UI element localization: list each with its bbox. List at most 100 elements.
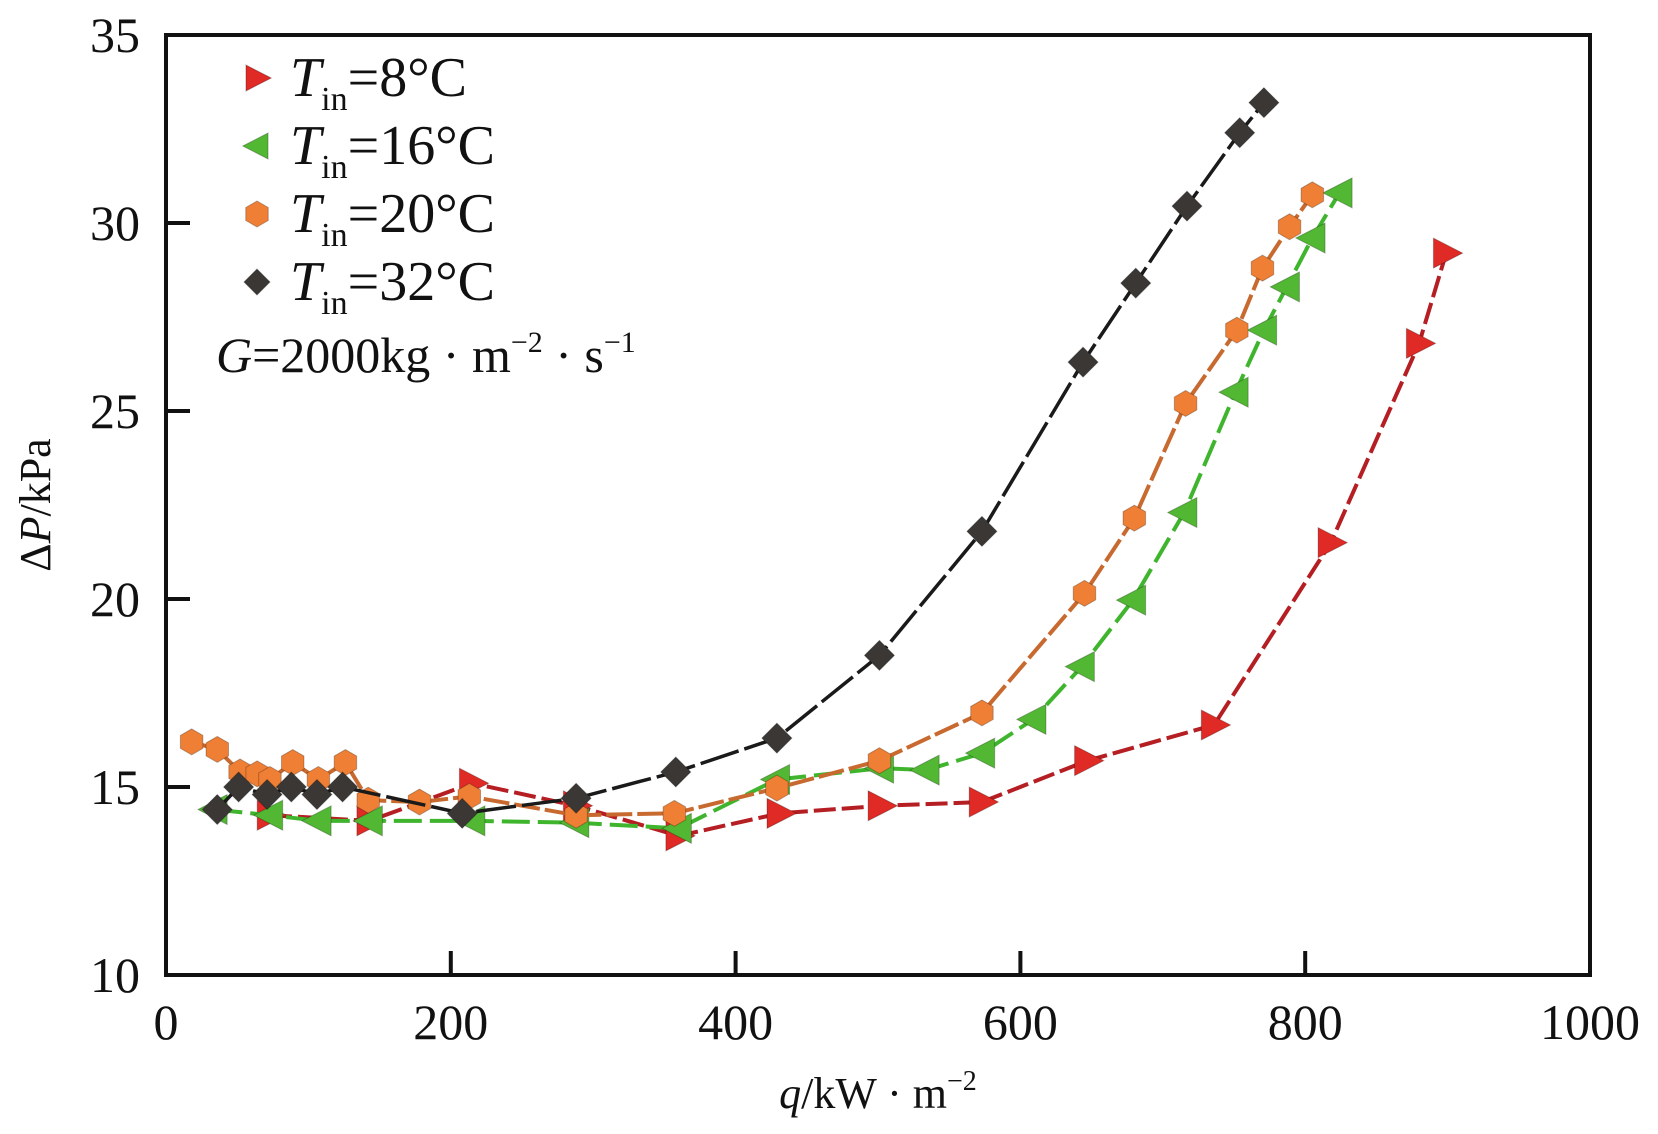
- legend-label-var: T: [290, 47, 325, 109]
- data-point: [1321, 177, 1353, 209]
- data-point: [205, 735, 230, 763]
- data-point: [326, 771, 359, 803]
- data-point: [1300, 181, 1325, 209]
- data-point: [179, 728, 204, 756]
- data-point: [280, 748, 305, 777]
- legend-label: Tin=8°C: [290, 47, 467, 118]
- data-point: [1317, 526, 1349, 559]
- data-point: [300, 805, 332, 837]
- data-point: [766, 797, 798, 830]
- legend-marker-icon: [245, 64, 273, 92]
- y-tick-label: 25: [90, 383, 140, 439]
- y-axis-label-prefix: Δ: [11, 543, 60, 571]
- legend-label-sub: in: [321, 285, 347, 322]
- data-point: [966, 515, 998, 548]
- legend-item: Tin=16°C: [241, 115, 495, 186]
- annotation-sup1: −2: [511, 326, 543, 359]
- mass-flux-annotation: G=2000kg · m−2 · s−1: [216, 326, 636, 383]
- data-point: [1248, 86, 1280, 119]
- annotation-sup2: −1: [604, 326, 636, 359]
- data-point: [908, 754, 940, 786]
- data-point: [970, 699, 994, 727]
- legend-label-sub: in: [321, 149, 347, 186]
- data-point: [1064, 650, 1095, 683]
- data-point: [564, 801, 588, 829]
- annotation-var: G: [216, 327, 252, 383]
- data-point: [275, 771, 308, 803]
- y-axis-label: ΔP/kPa: [11, 438, 60, 571]
- x-axis-label-var: q: [779, 1069, 801, 1118]
- data-point: [1432, 237, 1464, 269]
- y-tick-label: 30: [90, 195, 140, 251]
- x-tick-label: 0: [154, 994, 179, 1050]
- data-point: [1067, 346, 1099, 378]
- legend-label-value: =32°C: [348, 251, 495, 313]
- data-point: [446, 797, 478, 830]
- data-point: [1225, 316, 1249, 344]
- annotation-mid: · s: [543, 327, 604, 383]
- data-point: [301, 778, 333, 811]
- x-axis-label-sup: −2: [947, 1066, 977, 1097]
- data-point: [662, 799, 687, 827]
- data-point: [964, 737, 996, 769]
- data-point: [1200, 709, 1232, 741]
- data-point: [560, 782, 592, 814]
- data-point: [761, 722, 793, 754]
- legend-label-value: =8°C: [348, 47, 467, 109]
- series-tin-32-c: [201, 86, 1280, 830]
- data-point: [1217, 376, 1249, 409]
- plot-frame: [164, 33, 1592, 977]
- legend-label-sub: in: [321, 81, 347, 118]
- x-axis-label-unit: /kW · m: [801, 1069, 947, 1118]
- data-point: [765, 774, 789, 802]
- legend-item: Tin=32°C: [243, 251, 495, 322]
- data-point: [333, 748, 358, 777]
- y-tick-label: 20: [90, 571, 140, 627]
- data-point: [1072, 579, 1097, 607]
- x-tick-label: 600: [983, 994, 1058, 1050]
- data-point: [1294, 222, 1326, 254]
- data-point: [407, 788, 432, 816]
- x-tick-label: 1000: [1540, 994, 1640, 1050]
- legend-marker-icon: [245, 200, 269, 228]
- x-tick-label: 800: [1268, 994, 1343, 1050]
- data-point: [1173, 389, 1198, 418]
- data-point: [1171, 190, 1203, 222]
- y-axis-label-var: P: [11, 517, 60, 545]
- data-point: [251, 778, 283, 811]
- data-point: [1277, 213, 1302, 241]
- legend-label-var: T: [290, 183, 325, 245]
- legend-item: Tin=8°C: [245, 47, 467, 118]
- legend-marker-icon: [241, 132, 269, 160]
- data-point: [1223, 117, 1256, 149]
- series-tin-8-c: [256, 237, 1464, 852]
- legend-label: Tin=16°C: [290, 115, 495, 186]
- data-point: [660, 756, 692, 788]
- legend-marker-icon: [243, 268, 271, 296]
- legend-label: Tin=32°C: [290, 251, 495, 322]
- legend-label-sub: in: [321, 217, 347, 254]
- y-tick-label: 15: [90, 759, 140, 815]
- y-axis-label-unit: /kPa: [11, 438, 60, 516]
- data-point: [867, 747, 892, 775]
- data-point: [1269, 271, 1300, 303]
- legend-label-var: T: [290, 115, 325, 177]
- data-point: [968, 786, 1000, 818]
- data-point: [1405, 327, 1437, 360]
- legend-label-value: =20°C: [348, 183, 495, 245]
- series-layer: [179, 86, 1464, 852]
- data-point: [1074, 744, 1105, 777]
- x-tick-label: 200: [413, 994, 488, 1050]
- data-point: [1115, 584, 1147, 616]
- data-point: [1122, 504, 1147, 532]
- data-point: [863, 639, 896, 672]
- legend-label-var: T: [290, 251, 325, 313]
- data-point: [201, 793, 233, 826]
- data-point: [1015, 703, 1047, 736]
- annotation-text: =2000kg · m: [252, 327, 511, 383]
- data-point: [1166, 496, 1198, 529]
- data-point: [352, 805, 383, 837]
- legend-label: Tin=20°C: [290, 183, 495, 254]
- data-point: [1250, 254, 1275, 282]
